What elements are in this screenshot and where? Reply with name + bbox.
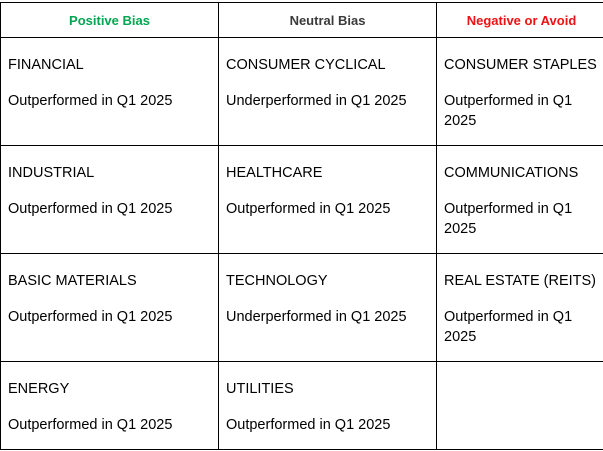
sector-name: TECHNOLOGY <box>226 273 328 289</box>
table-cell: TECHNOLOGY Underperformed in Q1 2025 <box>218 253 437 362</box>
empty-cell <box>436 361 603 450</box>
table-row: BASIC MATERIALS Outperformed in Q1 2025 … <box>0 253 603 362</box>
performance-text: Outperformed in Q1 2025 <box>226 417 391 433</box>
neutral-bias-header: Neutral Bias <box>218 2 437 38</box>
positive-bias-header: Positive Bias <box>0 2 219 38</box>
sector-name: BASIC MATERIALS <box>8 273 137 289</box>
header-row: Positive Bias Neutral Bias Negative or A… <box>0 2 603 38</box>
performance-text: Underperformed in Q1 2025 <box>226 309 407 325</box>
performance-text: Outperformed in Q1 2025 <box>8 93 173 109</box>
performance-text: Underperformed in Q1 2025 <box>226 93 407 109</box>
table-row: FINANCIAL Outperformed in Q1 2025 CONSUM… <box>0 37 603 146</box>
table-cell: CONSUMER STAPLES Outperformed in Q1 2025 <box>436 37 603 146</box>
performance-text: Outperformed in Q1 2025 <box>8 309 173 325</box>
table-cell: INDUSTRIAL Outperformed in Q1 2025 <box>0 145 219 254</box>
negative-avoid-header: Negative or Avoid <box>436 2 603 38</box>
performance-text: Outperformed in Q1 2025 <box>8 201 173 217</box>
table-cell: CONSUMER CYCLICAL Underperformed in Q1 2… <box>218 37 437 146</box>
sector-name: CONSUMER STAPLES <box>444 57 597 73</box>
sector-name: REAL ESTATE (REITS) <box>444 273 597 289</box>
sector-name: FINANCIAL <box>8 57 84 73</box>
performance-text: Outperformed in Q1 2025 <box>226 201 391 217</box>
table-cell: COMMUNICATIONS Outperformed in Q1 2025 <box>436 145 603 254</box>
table-cell: HEALTHCARE Outperformed in Q1 2025 <box>218 145 437 254</box>
table-cell: UTILITIES Outperformed in Q1 2025 <box>218 361 437 450</box>
performance-text: Outperformed in Q1 2025 <box>444 93 573 129</box>
table-cell: REAL ESTATE (REITS) Outperformed in Q1 2… <box>436 253 603 362</box>
table-cell: ENERGY Outperformed in Q1 2025 <box>0 361 219 450</box>
sector-name: CONSUMER CYCLICAL <box>226 57 386 73</box>
sector-name: ENERGY <box>8 381 70 397</box>
sector-name: COMMUNICATIONS <box>444 165 579 181</box>
table-row: ENERGY Outperformed in Q1 2025 UTILITIES… <box>0 361 603 450</box>
table-cell: FINANCIAL Outperformed in Q1 2025 <box>0 37 219 146</box>
sector-name: INDUSTRIAL <box>8 165 95 181</box>
performance-text: Outperformed in Q1 2025 <box>444 309 573 345</box>
sector-name: HEALTHCARE <box>226 165 323 181</box>
table-row: INDUSTRIAL Outperformed in Q1 2025 HEALT… <box>0 145 603 254</box>
sector-name: UTILITIES <box>226 381 294 397</box>
performance-text: Outperformed in Q1 2025 <box>8 417 173 433</box>
performance-text: Outperformed in Q1 2025 <box>444 201 573 237</box>
table-cell: BASIC MATERIALS Outperformed in Q1 2025 <box>0 253 219 362</box>
